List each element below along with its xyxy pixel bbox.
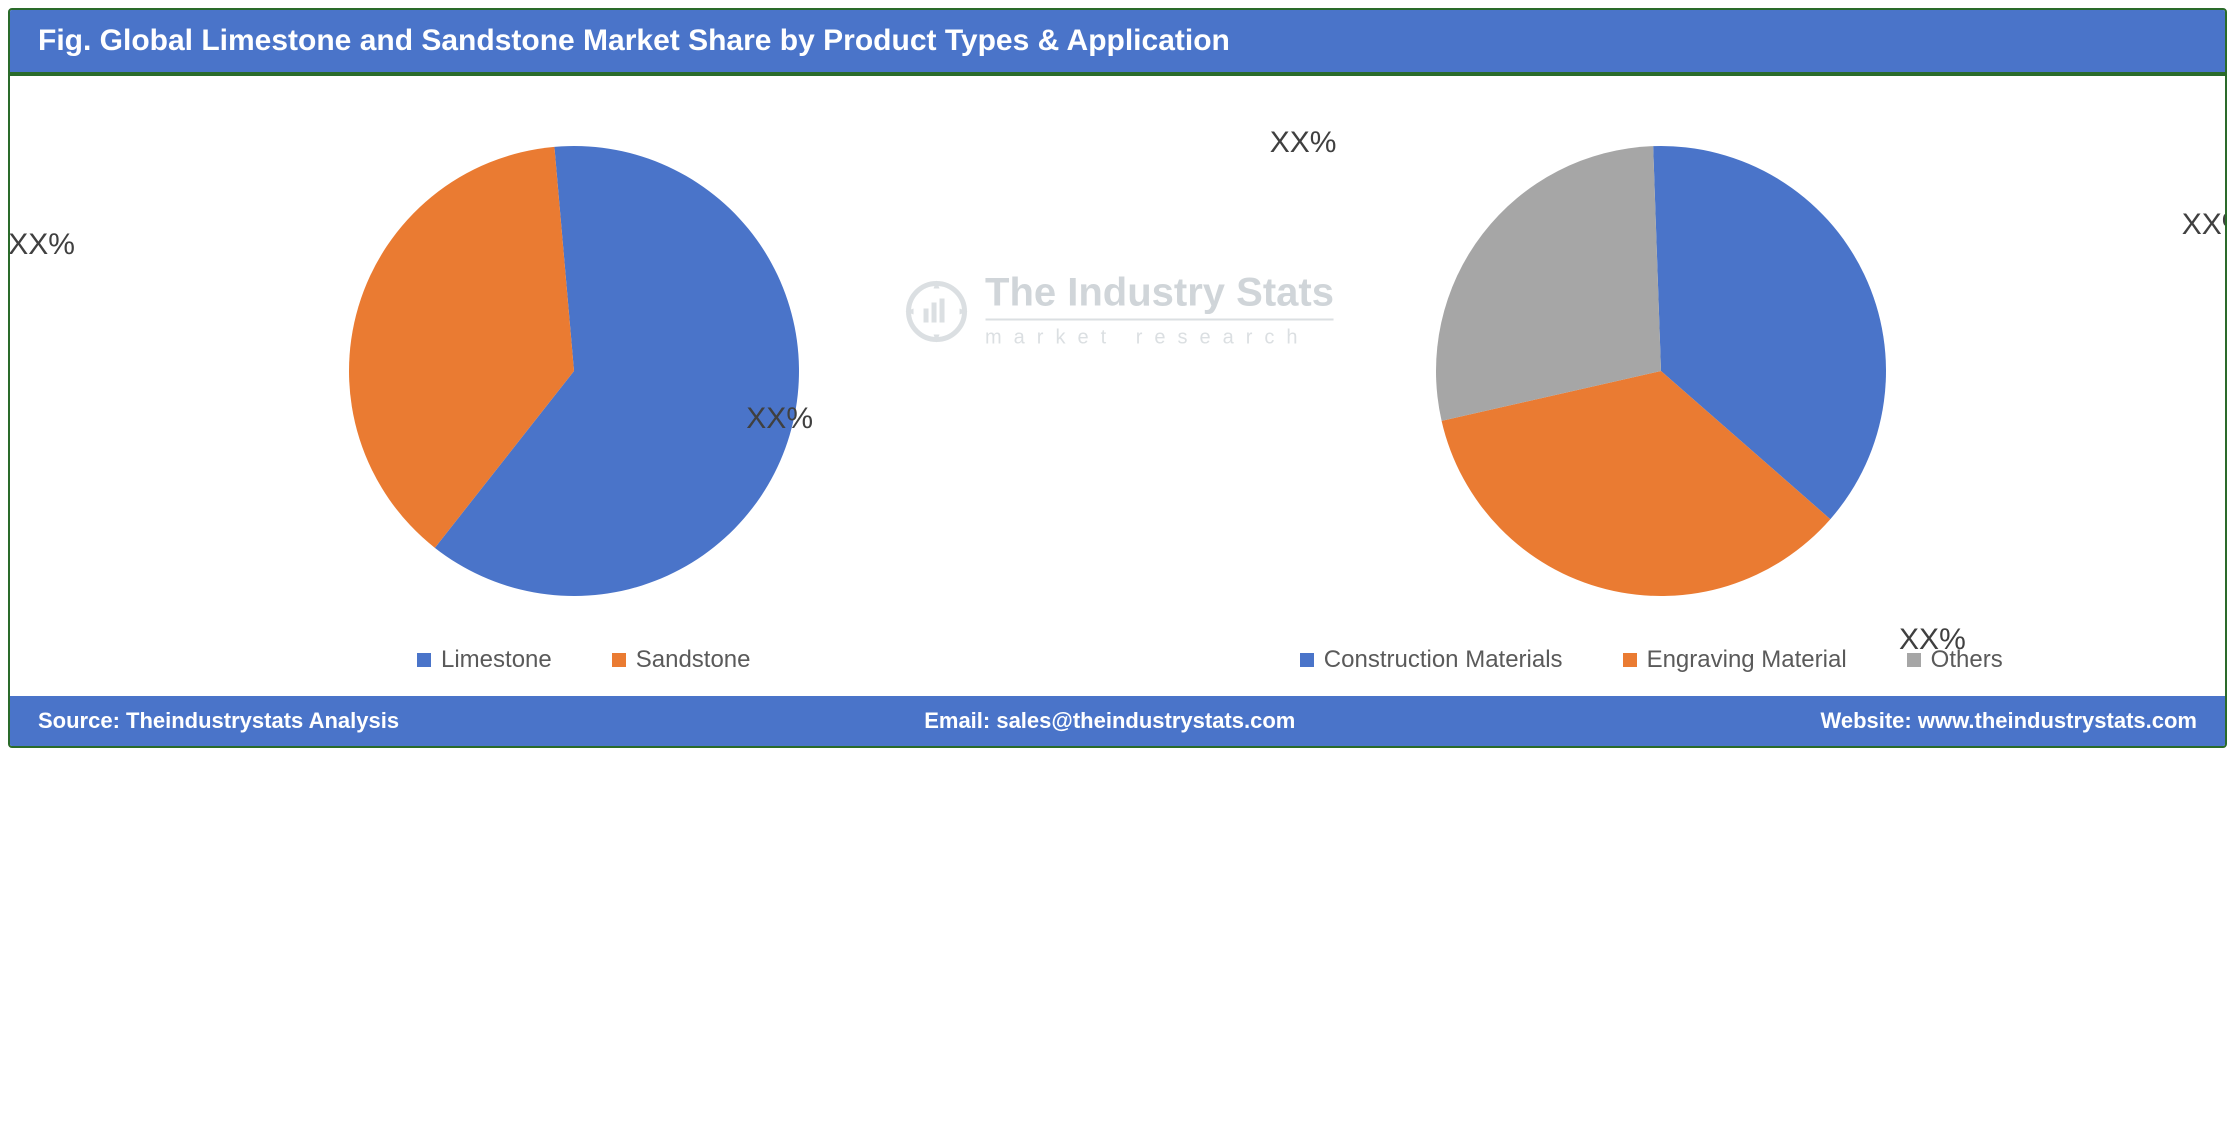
legend-label: Sandstone [636,646,751,674]
footer-email: Email: sales@theindustrystats.com [924,708,1295,734]
pie-chart-right [1431,141,1891,601]
legend-right: Construction Materials Engraving Material… [1118,646,2186,674]
figure-title: Fig. Global Limestone and Sandstone Mark… [38,24,1230,57]
legend-label: Engraving Material [1647,646,1847,674]
figure-title-bar: Fig. Global Limestone and Sandstone Mark… [10,10,2225,76]
pie-chart-left [344,141,804,601]
pie-slice-label: XX% [8,228,75,262]
legend-swatch [1300,653,1314,667]
legend-left: Limestone Sandstone [50,646,1118,674]
pie-slice-label: XX% [2182,208,2227,242]
legend-swatch [612,653,626,667]
pie-slice-label: XX% [746,402,813,436]
legend-swatch [1623,653,1637,667]
footer-source: Source: Theindustrystats Analysis [38,708,399,734]
legend-item: Limestone [417,646,552,674]
legend-item: Construction Materials [1300,646,1563,674]
pie-right-wrap: XX%XX%XX% [1118,116,2206,626]
legend-label: Limestone [441,646,552,674]
footer-website: Website: www.theindustrystats.com [1820,708,2197,734]
pie-slice-label: XX% [1270,126,1337,160]
legend-item: Sandstone [612,646,751,674]
legend-swatch [417,653,431,667]
pie-left-wrap: XX%XX% [30,116,1118,626]
footer-bar: Source: Theindustrystats Analysis Email:… [10,696,2225,746]
chart-area: XX%XX% XX%XX%XX% The Industry Stats mark… [10,76,2225,636]
pie-slice-label: XX% [1899,623,1966,657]
legend-label: Construction Materials [1324,646,1563,674]
figure-card: Fig. Global Limestone and Sandstone Mark… [8,8,2227,748]
legend-item: Engraving Material [1623,646,1847,674]
legend-row: Limestone Sandstone Construction Material… [10,636,2225,696]
